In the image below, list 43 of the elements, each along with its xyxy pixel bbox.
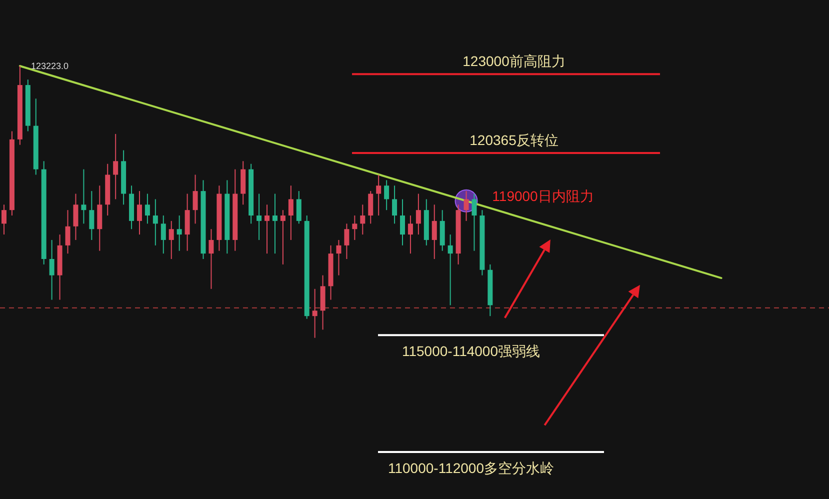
candlestick [408,215,413,254]
candlestick [296,190,302,224]
candlestick [432,204,437,260]
ref-line-label: 120365反转位 [470,132,558,148]
candlestick [368,190,374,224]
candlestick [160,215,166,254]
candlestick [144,193,150,224]
candlestick [113,133,118,200]
annotation: 123223.0 [30,61,68,71]
candlestick [208,228,214,290]
candlestick [152,198,158,246]
candlestick [73,193,78,240]
candlestick [464,190,469,222]
candlestick [336,239,342,276]
candlestick [272,193,278,254]
candlestick [448,234,453,306]
ref-line-label: 123000前高阻力 [462,53,566,70]
candlestick [65,210,70,254]
ref-line-label: 110000-112000多空分水岭 [388,460,554,476]
candlestick [176,215,182,252]
candlestick [256,193,262,240]
candlestick [288,185,294,240]
candlestick [280,210,286,265]
candlestick [81,168,86,224]
candlestick [89,190,94,240]
candlestick [400,198,405,246]
candlestick [49,239,54,300]
candlestick [376,174,382,216]
candlestick [392,185,398,224]
candlestick [2,204,6,236]
candlestick [360,204,366,236]
candlestick [136,190,142,236]
candlestick [192,174,198,224]
candlestick [344,223,350,260]
candlestick [264,204,270,254]
candlestick [384,180,390,211]
annotation: 119000日内阻力 [492,188,594,204]
candlestick [312,288,318,338]
ref-line-label: 115000-114000强弱线 [402,343,540,360]
candlestick [352,215,358,240]
candlestick [472,193,477,252]
candlestick [416,193,421,236]
candlestick [168,220,174,260]
